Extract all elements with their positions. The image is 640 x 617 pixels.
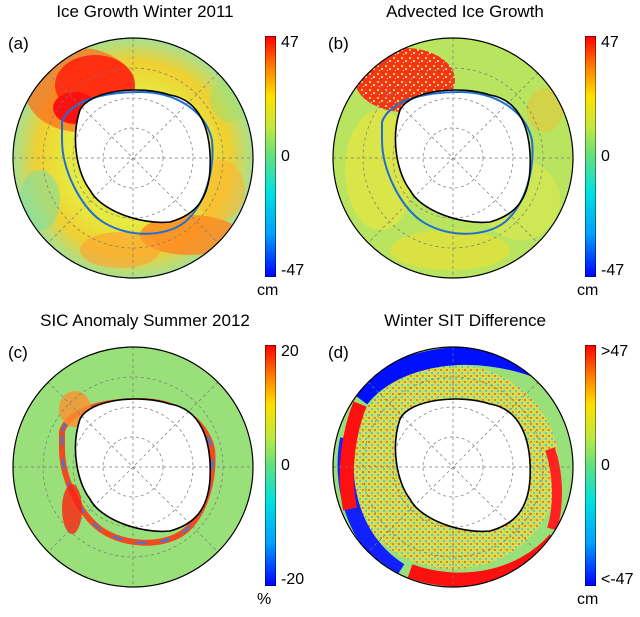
colorbar-b-tick-mid: 0 (601, 148, 610, 165)
panel-d: Winter SIT Difference (d) (320, 309, 640, 617)
panel-c: SIC Anomaly Summer 2012 (c) (0, 309, 320, 617)
colorbar-d-tick-bottom: <-47 (601, 571, 634, 588)
colorbar-c-tick-top: 20 (281, 343, 299, 360)
panel-d-label: (d) (328, 343, 349, 362)
colorbar-b-tick-bottom: -47 (601, 262, 625, 279)
colorbar-d-unit: cm (577, 591, 599, 608)
panel-b-label: (b) (328, 34, 349, 53)
colorbar-a-tick-top: 47 (281, 34, 299, 51)
polar-map-a (12, 37, 254, 279)
colorbar-d-tick-top: >47 (601, 343, 629, 360)
panel-a-title: Ice Growth Winter 2011 (56, 2, 234, 21)
colorbar-c-tick-bottom: -20 (281, 571, 305, 588)
polar-map-b (332, 37, 574, 279)
panel-a-label: (a) (8, 34, 29, 53)
colorbar-b-tick-top: 47 (601, 34, 619, 51)
panel-a: Ice Growth Winter 2011 (a) (0, 0, 320, 308)
colorbar-b-unit: cm (577, 282, 599, 299)
panel-b-title: Advected Ice Growth (386, 2, 544, 21)
colorbar-a-unit: cm (257, 282, 279, 299)
panel-c-title: SIC Anomaly Summer 2012 (40, 311, 250, 330)
colorbar-a-tick-mid: 0 (281, 148, 290, 165)
colorbar-a-tick-bottom: -47 (281, 262, 305, 279)
panel-d-title: Winter SIT Difference (384, 311, 546, 330)
colorbar-a (265, 36, 276, 277)
panel-b: Advected Ice Growth (b) (320, 0, 640, 308)
colorbar-c-tick-mid: 0 (281, 457, 290, 474)
polar-map-d (332, 346, 574, 588)
colorbar-d-tick-mid: 0 (601, 457, 610, 474)
colorbar-b (585, 36, 596, 277)
colorbar-c (265, 345, 276, 586)
panel-c-label: (c) (8, 343, 28, 362)
polar-map-c (12, 346, 254, 588)
colorbar-c-unit: % (257, 591, 272, 608)
colorbar-d (585, 345, 596, 586)
